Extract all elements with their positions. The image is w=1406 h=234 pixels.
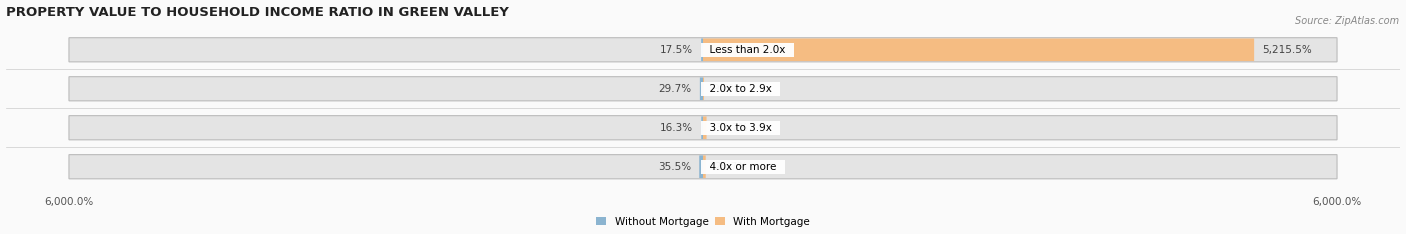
Text: PROPERTY VALUE TO HOUSEHOLD INCOME RATIO IN GREEN VALLEY: PROPERTY VALUE TO HOUSEHOLD INCOME RATIO… xyxy=(6,6,509,18)
Text: 35.5%: 35.5% xyxy=(658,162,690,172)
Text: 3.0x to 3.9x: 3.0x to 3.9x xyxy=(703,123,779,133)
FancyBboxPatch shape xyxy=(702,117,703,139)
FancyBboxPatch shape xyxy=(703,38,1254,61)
Legend: Without Mortgage, With Mortgage: Without Mortgage, With Mortgage xyxy=(596,216,810,227)
FancyBboxPatch shape xyxy=(700,77,703,100)
FancyBboxPatch shape xyxy=(703,155,706,178)
FancyBboxPatch shape xyxy=(702,38,703,61)
Text: 25.7%: 25.7% xyxy=(714,162,748,172)
Text: Source: ZipAtlas.com: Source: ZipAtlas.com xyxy=(1295,16,1399,26)
FancyBboxPatch shape xyxy=(69,116,1337,140)
Text: 29.7%: 29.7% xyxy=(658,84,692,94)
FancyBboxPatch shape xyxy=(69,77,1337,101)
Text: 16.3%: 16.3% xyxy=(659,123,693,133)
FancyBboxPatch shape xyxy=(699,155,703,178)
FancyBboxPatch shape xyxy=(703,117,707,139)
Text: 33.7%: 33.7% xyxy=(716,123,748,133)
Text: Less than 2.0x: Less than 2.0x xyxy=(703,45,792,55)
Text: 4.0x or more: 4.0x or more xyxy=(703,162,783,172)
Text: 5,215.5%: 5,215.5% xyxy=(1263,45,1312,55)
Text: 2.0x to 2.9x: 2.0x to 2.9x xyxy=(703,84,779,94)
FancyBboxPatch shape xyxy=(69,155,1337,179)
Text: 9.8%: 9.8% xyxy=(713,84,740,94)
FancyBboxPatch shape xyxy=(69,38,1337,62)
Text: 17.5%: 17.5% xyxy=(659,45,693,55)
